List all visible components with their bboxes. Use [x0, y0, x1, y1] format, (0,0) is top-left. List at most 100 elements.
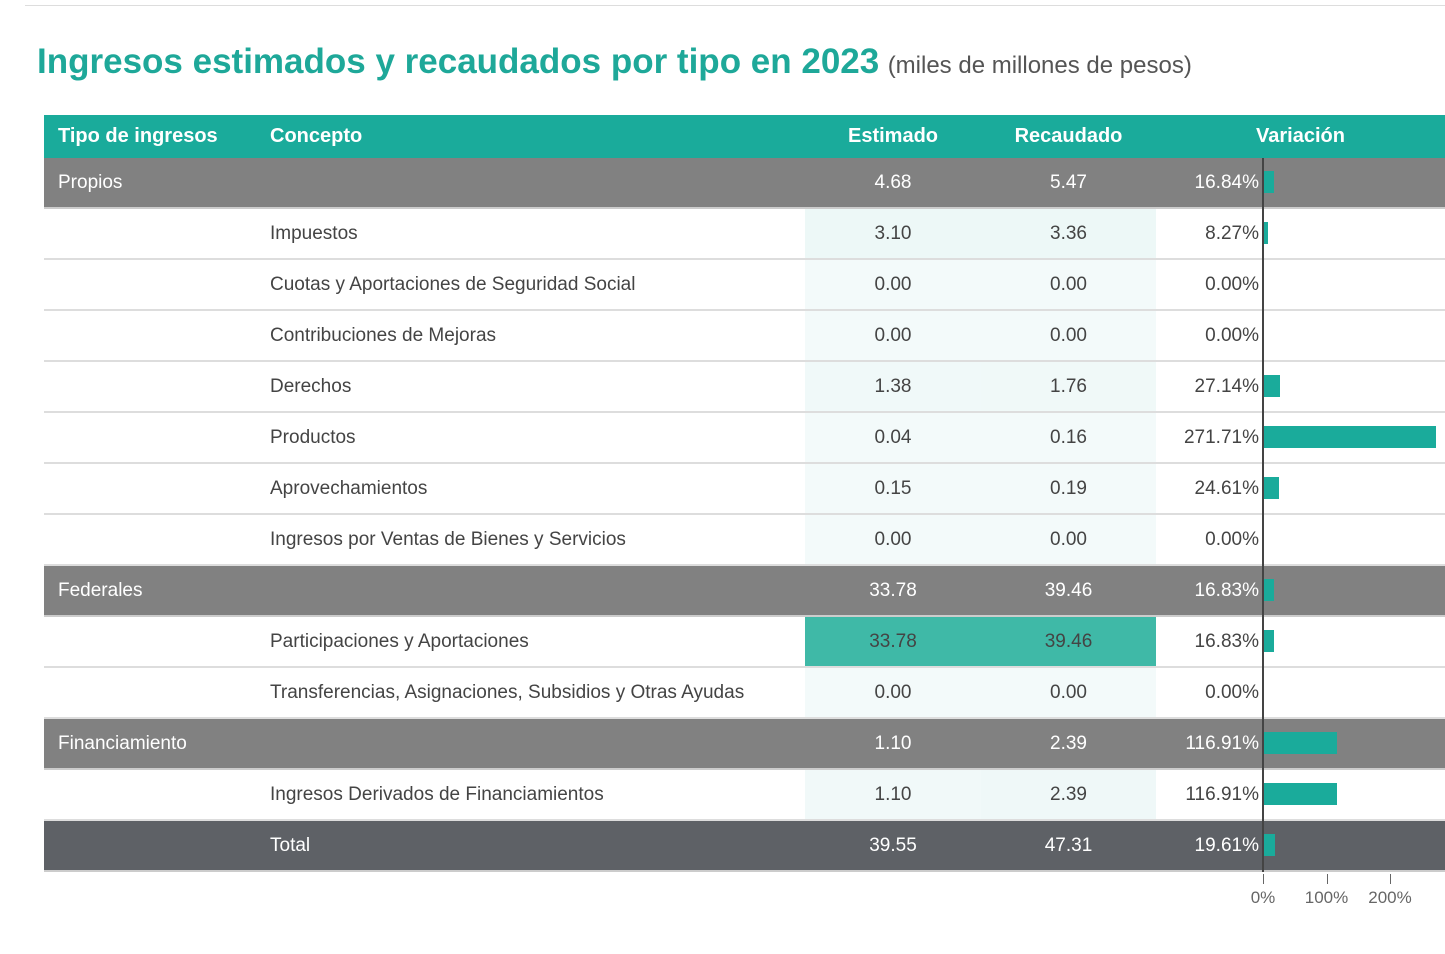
cell-concepto: Ingresos Derivados de Financiamientos	[270, 783, 604, 805]
variation-bar	[1263, 477, 1279, 499]
table-row: Impuestos 3.10 3.36 8.27%	[44, 209, 1445, 260]
variation-bar	[1263, 375, 1281, 397]
cell-concepto: Aprovechamientos	[270, 477, 428, 499]
axis-tick	[1263, 874, 1264, 884]
header-recaudado[interactable]: Recaudado	[1014, 125, 1123, 147]
cell-recaudado: 0.00	[981, 515, 1156, 564]
cell-recaudado: 0.00	[981, 311, 1156, 360]
variation-bar	[1263, 579, 1274, 601]
cell-estimado: 0.00	[805, 515, 981, 564]
cell-concepto	[255, 719, 805, 768]
axis-tick	[1390, 874, 1391, 884]
cell-concepto: Total	[270, 834, 311, 856]
table-row: Participaciones y Aportaciones 33.78 39.46…	[44, 617, 1445, 668]
top-divider	[25, 5, 1445, 6]
cell-tipo: Federales	[58, 579, 143, 601]
cell-recaudado: 0.00	[981, 260, 1156, 309]
cell-variacion: 19.61%	[1194, 834, 1259, 856]
cell-variacion: 16.84%	[1194, 171, 1259, 193]
cell-recaudado: 1.76	[981, 362, 1156, 411]
variation-bar	[1263, 834, 1276, 856]
table-row: Aprovechamientos 0.15 0.19 24.61%	[44, 464, 1445, 515]
cell-variacion: 16.83%	[1194, 579, 1259, 601]
cell-variacion: 0.00%	[1205, 273, 1259, 295]
cell-variacion: 24.61%	[1194, 477, 1259, 499]
cell-concepto: Participaciones y Aportaciones	[270, 630, 529, 652]
variation-bar	[1263, 783, 1338, 805]
cell-estimado: 1.10	[805, 770, 981, 819]
table-row: Productos 0.04 0.16 271.71%	[44, 413, 1445, 464]
table-row: Transferencias, Asignaciones, Subsidios …	[44, 668, 1445, 719]
cell-concepto: Transferencias, Asignaciones, Subsidios …	[270, 681, 745, 703]
table-row: Propios 4.68 5.47 16.84%	[44, 158, 1445, 209]
cell-estimado: 39.55	[869, 834, 917, 856]
cell-tipo	[44, 464, 255, 513]
cell-recaudado: 2.39	[1050, 732, 1087, 754]
cell-variacion: 271.71%	[1183, 426, 1259, 448]
variation-bar	[1263, 426, 1436, 448]
cell-recaudado: 3.36	[981, 209, 1156, 258]
cell-recaudado: 0.19	[981, 464, 1156, 513]
cell-tipo	[44, 311, 255, 360]
table-row: Contribuciones de Mejoras 0.00 0.00 0.00%	[44, 311, 1445, 362]
cell-tipo	[44, 515, 255, 564]
cell-estimado: 4.68	[874, 171, 912, 193]
table-row: Financiamiento 1.10 2.39 116.91%	[44, 719, 1445, 770]
cell-estimado: 33.78	[869, 579, 917, 601]
variation-zero-axis	[1262, 158, 1264, 872]
cell-recaudado: 0.16	[981, 413, 1156, 462]
header-concepto[interactable]: Concepto	[270, 125, 363, 147]
axis-tick	[1326, 874, 1328, 884]
table-row: Derechos 1.38 1.76 27.14%	[44, 362, 1445, 413]
cell-variacion: 0.00%	[1205, 681, 1259, 703]
cell-variacion: 116.91%	[1185, 732, 1259, 754]
table-row: Ingresos Derivados de Financiamientos 1.1…	[44, 770, 1445, 821]
cell-concepto: Ingresos por Ventas de Bienes y Servicio…	[270, 528, 626, 550]
table-row: Total 39.55 47.31 19.61%	[44, 821, 1445, 872]
axis-tick-label: 200%	[1368, 888, 1412, 907]
cell-concepto: Contribuciones de Mejoras	[270, 324, 497, 346]
title-main: Ingresos estimados y recaudados por tipo…	[37, 42, 880, 81]
cell-recaudado: 5.47	[1050, 171, 1087, 193]
cell-tipo	[44, 821, 255, 870]
chart-title: Ingresos estimados y recaudados por tipo…	[37, 42, 1192, 82]
variation-bar	[1263, 222, 1269, 244]
header-variacion[interactable]: Variación	[1256, 125, 1345, 147]
cell-tipo	[44, 413, 255, 462]
cell-estimado: 0.00	[805, 311, 981, 360]
cell-variacion: 8.27%	[1205, 222, 1259, 244]
axis-tick-label: 0%	[1250, 888, 1276, 907]
header-estimado[interactable]: Estimado	[847, 125, 939, 147]
cell-variacion: 0.00%	[1205, 324, 1259, 346]
table-row: Federales 33.78 39.46 16.83%	[44, 566, 1445, 617]
title-subtitle: (miles de millones de pesos)	[887, 52, 1192, 79]
cell-concepto: Derechos	[270, 375, 352, 397]
table-header: Tipo de ingresos Concepto Estimado Recau…	[44, 115, 1445, 158]
cell-concepto	[255, 158, 805, 207]
variation-bar	[1263, 630, 1274, 652]
header-tipo[interactable]: Tipo de ingresos	[58, 125, 218, 147]
cell-tipo	[44, 362, 255, 411]
cell-recaudado: 39.46	[1044, 579, 1093, 601]
cell-estimado: 0.00	[805, 668, 981, 717]
axis-tick-label: 100%	[1304, 888, 1349, 907]
cell-estimado: 0.00	[805, 260, 981, 309]
cell-tipo	[44, 260, 255, 309]
table-row: Ingresos por Ventas de Bienes y Servicio…	[44, 515, 1445, 566]
table-row: Cuotas y Aportaciones de Seguridad Socia…	[44, 260, 1445, 311]
cell-tipo	[44, 668, 255, 717]
cell-tipo	[44, 770, 255, 819]
variation-bar	[1263, 732, 1338, 754]
cell-concepto	[255, 566, 805, 615]
cell-tipo	[44, 617, 255, 666]
cell-tipo	[44, 209, 255, 258]
cell-variacion: 16.83%	[1194, 630, 1259, 652]
cell-estimado: 3.10	[805, 209, 981, 258]
cell-tipo: Financiamiento	[58, 732, 187, 754]
cell-recaudado: 0.00	[981, 668, 1156, 717]
cell-recaudado: 2.39	[981, 770, 1156, 819]
cell-variacion: 116.91%	[1185, 783, 1259, 805]
cell-variacion: 0.00%	[1205, 528, 1259, 550]
cell-estimado: 1.38	[805, 362, 981, 411]
cell-concepto: Impuestos	[270, 222, 358, 244]
